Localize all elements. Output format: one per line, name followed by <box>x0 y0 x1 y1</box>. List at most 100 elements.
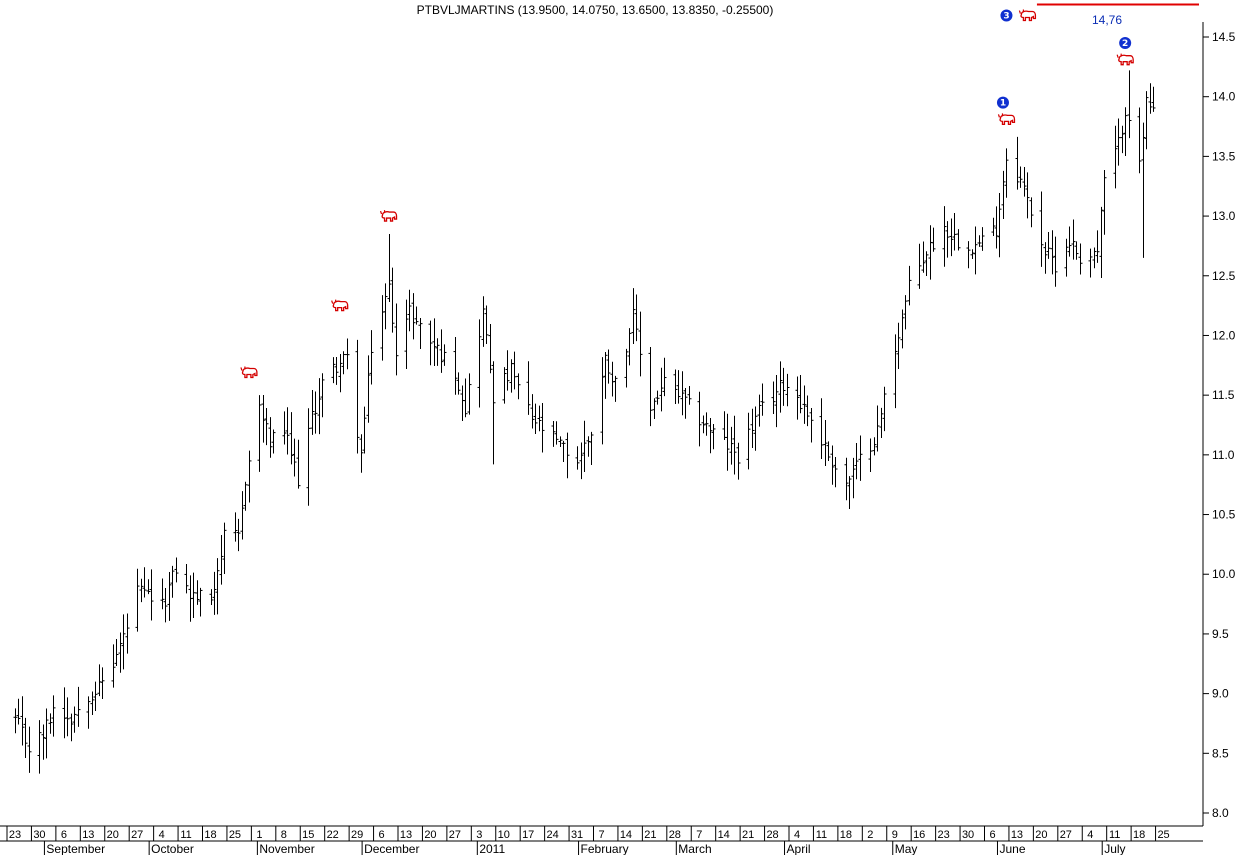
ohlc-bar <box>970 249 975 260</box>
target-level-label: 14,76 <box>1092 13 1122 27</box>
week-tick-label: 4 <box>159 829 165 841</box>
ohlc-bar <box>554 421 559 445</box>
ohlc-bar <box>264 408 269 446</box>
week-tick-label: 3 <box>476 829 482 841</box>
y-tick-label: 10.5 <box>1212 508 1236 522</box>
week-tick-label: 20 <box>1035 829 1047 841</box>
ohlc-bar <box>819 398 824 460</box>
ohlc-bar <box>1018 166 1023 188</box>
ohlc-bar <box>530 394 535 429</box>
month-label: 2011 <box>479 842 505 855</box>
ohlc-bar <box>537 405 542 432</box>
week-tick-label: 24 <box>547 829 559 841</box>
ohlc-bar <box>439 329 444 373</box>
ohlc-bar <box>805 395 810 427</box>
ohlc-bar <box>442 344 447 366</box>
ohlc-bar <box>23 717 28 759</box>
ohlc-bar <box>215 558 220 615</box>
ohlc-bar <box>261 394 266 443</box>
ohlc-bar <box>1151 86 1156 112</box>
week-tick-label: 4 <box>794 829 800 841</box>
ohlc-bar <box>613 375 618 402</box>
ohlc-bar <box>1088 248 1093 278</box>
ohlc-bar <box>149 569 154 621</box>
week-tick-label: 8 <box>281 829 287 841</box>
ohlc-bar <box>460 385 465 422</box>
week-tick-label: 17 <box>522 829 534 841</box>
ohlc-bar <box>662 357 667 397</box>
ohlc-bar <box>526 361 531 415</box>
ohlc-bar <box>167 571 172 621</box>
ohlc-bar <box>994 206 999 249</box>
ohlc-bar <box>823 419 828 466</box>
ohlc-bar <box>945 221 950 258</box>
y-axis: 8.0 8.5 9.0 9.5 10.0 10.5 11.0 11.5 12.0 12.5 13.0… <box>1202 22 1236 826</box>
ohlc-bar <box>247 450 252 503</box>
ohlc-bar <box>383 283 388 330</box>
bull-icon <box>1116 53 1134 66</box>
y-tick-label: 14.5 <box>1212 30 1236 44</box>
ohlc-bar <box>680 371 685 416</box>
ohlc-bar <box>1148 83 1153 114</box>
ohlc-bar <box>435 338 440 366</box>
ohlc-bar <box>757 394 762 427</box>
ohlc-bar <box>1123 107 1128 156</box>
ohlc-bar <box>48 713 53 734</box>
ohlc-bar <box>191 572 196 618</box>
y-tick-label: 13.0 <box>1212 209 1236 223</box>
week-tick-label: 25 <box>229 829 241 841</box>
week-tick-label: 27 <box>1060 829 1072 841</box>
ohlc-bar <box>1092 247 1097 269</box>
ohlc-bar <box>582 420 587 472</box>
ohlc-bar <box>414 306 419 325</box>
ohlc-bar <box>163 587 168 623</box>
ohlc-bar <box>93 681 98 711</box>
ohlc-bar <box>673 369 678 405</box>
x-axis: 23 30 6 13 20 27 4 11 18 25 1 8 15 22 29 6 13 20 27 3 10 17 24… <box>0 825 1203 855</box>
ohlc-bar <box>1064 238 1069 277</box>
ohlc-bar <box>750 408 755 449</box>
ohlc-bar <box>565 432 570 479</box>
wave-count-marker: 1 <box>996 96 1009 109</box>
ohlc-bar <box>558 436 563 447</box>
ohlc-bar <box>111 644 116 688</box>
ohlc-bar <box>977 235 982 247</box>
week-tick-label: 28 <box>766 829 778 841</box>
ohlc-bar <box>69 713 74 742</box>
ohlc-bar <box>826 441 831 462</box>
ohlc-bar <box>736 442 741 480</box>
week-tick-label: 28 <box>669 829 681 841</box>
ohlc-bar <box>121 614 126 670</box>
ohlc-bar <box>652 398 657 419</box>
ohlc-bar <box>949 218 954 257</box>
ohlc-bar <box>956 229 961 251</box>
ohlc-bar <box>428 320 433 366</box>
week-tick-label: 18 <box>1133 829 1145 841</box>
ohlc-bar <box>854 443 859 480</box>
chart-title: PTBVLJMARTINS (13.9500, 14.0750, 13.6500… <box>417 3 774 17</box>
ohlc-bar <box>1025 172 1030 219</box>
signal-markers <box>240 9 1134 379</box>
ohlc-bar <box>1095 230 1100 263</box>
ohlc-bar <box>209 589 214 605</box>
ohlc-bar <box>774 374 779 428</box>
month-label: December <box>364 842 419 855</box>
ohlc-bar <box>540 403 545 453</box>
week-tick-label: 11 <box>1109 829 1120 841</box>
ohlc-bar <box>795 376 800 420</box>
week-tick-label: 31 <box>571 829 583 841</box>
ohlc-bar <box>341 351 346 375</box>
ohlc-bar <box>575 446 580 470</box>
ohlc-bar <box>781 367 786 406</box>
wave-labels: 1 2 3 <box>996 9 1132 109</box>
ohlc-bar <box>481 296 486 347</box>
ohlc-bar <box>90 691 95 715</box>
ohlc-bar <box>655 390 660 405</box>
ohlc-bar <box>907 265 912 306</box>
ohlc-bar <box>240 491 245 540</box>
ohlc-bar <box>484 305 489 344</box>
week-tick-label: 1 <box>256 829 262 841</box>
week-tick-label: 18 <box>204 829 216 841</box>
wave-count-marker: 2 <box>1119 36 1132 49</box>
ohlc-bar <box>285 407 290 455</box>
